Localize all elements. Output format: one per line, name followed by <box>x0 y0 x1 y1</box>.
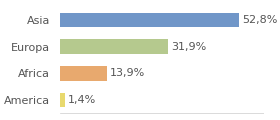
Bar <box>60 39 168 54</box>
Text: 52,8%: 52,8% <box>242 15 277 25</box>
Bar <box>60 66 107 81</box>
Text: 1,4%: 1,4% <box>67 95 96 105</box>
Text: 31,9%: 31,9% <box>171 42 206 52</box>
Bar <box>60 13 239 27</box>
Bar <box>60 93 65 107</box>
Text: 13,9%: 13,9% <box>110 68 145 78</box>
